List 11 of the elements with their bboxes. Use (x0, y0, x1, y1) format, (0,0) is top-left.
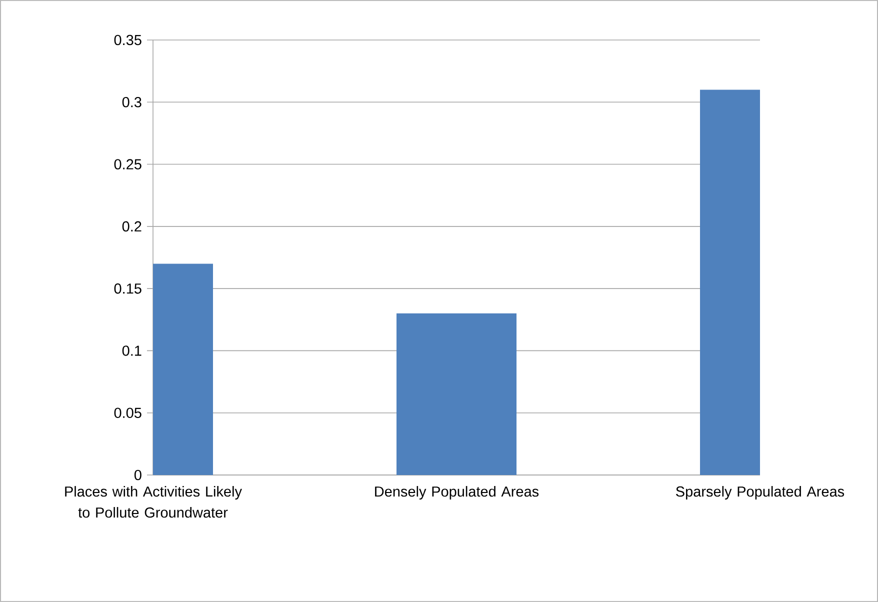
y-tick-label: 0.05 (114, 408, 142, 418)
x-tick-label: Densely Populated Areas (375, 486, 539, 500)
y-tick-label: 0.35 (114, 34, 142, 46)
y-tick-label: 0.1 (122, 346, 142, 356)
x-tick-label: Sparsely Populated Areas (676, 486, 844, 500)
x-tick-label: Places with Activities Likely to Pollute Groundwater (65, 486, 242, 518)
y-tick-label: 0.2 (122, 221, 142, 232)
y-tick-label: 0.25 (114, 159, 142, 170)
y-tick-label: 0.3 (122, 97, 142, 108)
y-tick-label: 0.15 (114, 283, 142, 294)
y-tick-label: 0 (134, 470, 142, 480)
